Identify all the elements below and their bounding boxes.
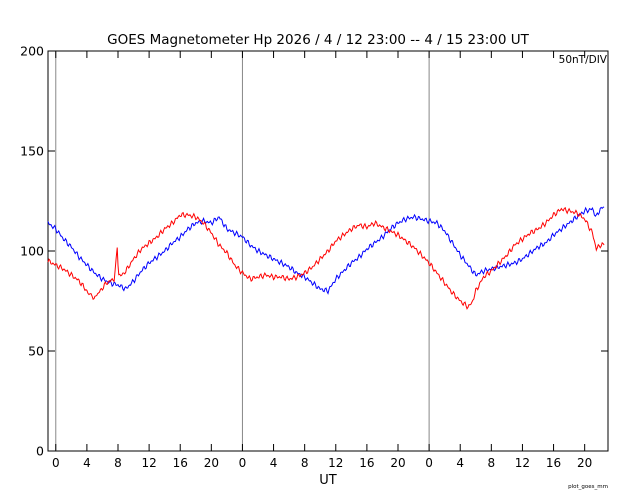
y-tick-label-2: 100 <box>20 244 44 259</box>
series-line-blue <box>47 206 605 295</box>
x-tick-label-9: 12 <box>328 456 343 470</box>
x-tick-label-10: 16 <box>359 456 374 470</box>
x-tick-label-17: 20 <box>577 456 592 470</box>
x-tick-label-0: 0 <box>52 456 60 470</box>
x-tick-label-8: 8 <box>301 456 309 470</box>
data-series <box>47 206 605 310</box>
x-tick-label-12: 0 <box>425 456 433 470</box>
footer-label: plot_goes_mm <box>568 484 608 490</box>
x-tick-label-7: 4 <box>270 456 278 470</box>
y-axis: 0 50 100 150 200 <box>20 44 608 459</box>
x-tick-label-1: 4 <box>83 456 91 470</box>
units-label: 50nT/DIV <box>559 54 608 66</box>
day-boundaries <box>55 51 430 451</box>
y-tick-label-1: 50 <box>28 344 44 359</box>
x-tick-label-6: 0 <box>239 456 247 470</box>
x-tick-label-11: 20 <box>390 456 405 470</box>
y-tick-label-0: 0 <box>36 444 44 459</box>
x-tick-label-4: 16 <box>173 456 188 470</box>
y-tick-label-3: 150 <box>20 144 44 159</box>
x-tick-label-3: 12 <box>141 456 156 470</box>
x-axis-label: UT <box>319 473 337 488</box>
chart-title: GOES Magnetometer Hp 2026 / 4 / 12 23:00… <box>107 32 529 48</box>
x-tick-label-14: 8 <box>488 456 496 470</box>
x-tick-label-2: 8 <box>114 456 122 470</box>
series-line-red <box>47 206 605 310</box>
x-axis: 0 4 8 12 16 20 0 4 8 12 16 20 0 4 8 12 16 20 <box>52 51 592 470</box>
x-tick-label-5: 20 <box>204 456 219 470</box>
x-tick-label-13: 4 <box>456 456 464 470</box>
y-tick-label-4: 200 <box>20 44 44 59</box>
x-tick-label-15: 12 <box>515 456 530 470</box>
x-tick-label-16: 16 <box>546 456 561 470</box>
